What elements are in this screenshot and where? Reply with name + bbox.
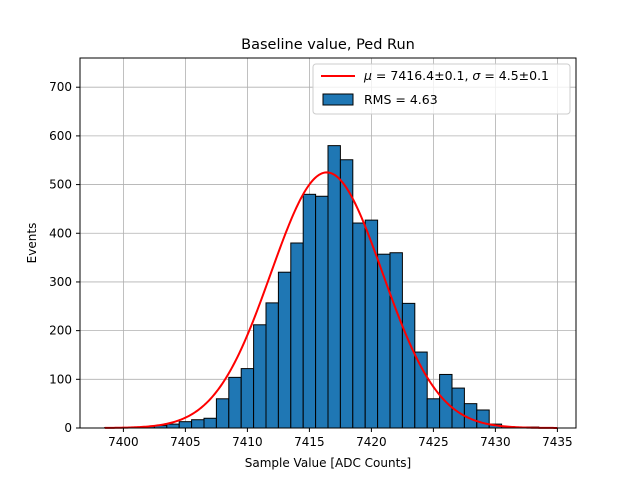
legend-mu-value: = 7416.4±0.1,: [372, 68, 472, 83]
y-tick-label: 500: [49, 178, 72, 192]
histogram-bar: [203, 417, 217, 429]
x-tick-label: 7400: [108, 435, 139, 449]
x-tick-label: 7420: [356, 435, 387, 449]
histogram-bar: [414, 351, 428, 429]
histogram-bar: [265, 302, 279, 429]
histogram-bar: [389, 252, 403, 429]
y-tick-label: 100: [49, 372, 72, 386]
histogram-bar: [191, 419, 205, 429]
histogram-bar: [253, 324, 267, 429]
histogram-bar: [290, 242, 304, 429]
histogram-bar: [178, 421, 193, 429]
histogram-bar: [277, 271, 292, 429]
histogram-bar: [352, 222, 366, 429]
legend: μ = 7416.4±0.1, σ = 4.5±0.1 RMS = 4.63: [312, 63, 571, 115]
y-tick-label: 400: [49, 226, 72, 240]
legend-sigma-value: = 4.5±0.1: [480, 68, 549, 83]
histogram-bar: [327, 145, 341, 429]
legend-fit-label: μ = 7416.4±0.1, σ = 4.5±0.1: [363, 68, 549, 83]
x-tick-label: 7415: [294, 435, 325, 449]
y-tick-label: 600: [49, 129, 72, 143]
axes-frame: [79, 57, 577, 429]
gaussian-fit-line: [104, 171, 558, 429]
histogram-bar: [476, 409, 490, 429]
histogram-bar: [240, 368, 255, 429]
y-axis-ticks: 0 100 200 300 400 500 600 700: [49, 80, 80, 435]
legend-box: [312, 63, 571, 115]
histogram-bar: [401, 302, 416, 429]
histogram-bar: [215, 398, 230, 429]
histogram-bar: [302, 193, 317, 429]
x-tick-label: 7430: [480, 435, 511, 449]
histogram-bar: [228, 376, 242, 429]
y-tick-label: 0: [64, 421, 72, 435]
histogram-bar: [315, 195, 329, 429]
histogram-bar: [166, 423, 180, 429]
x-tick-label: 7425: [418, 435, 449, 449]
y-tick-label: 700: [49, 80, 72, 94]
chart-title: Baseline value, Ped Run: [241, 37, 415, 53]
y-axis-label: Events: [25, 223, 39, 264]
y-tick-label: 300: [49, 275, 72, 289]
legend-hist-swatch: [322, 93, 354, 106]
histogram-bar: [377, 253, 391, 429]
histogram-bars: [104, 145, 552, 429]
x-axis-label: Sample Value [ADC Counts]: [245, 456, 411, 470]
x-axis-ticks: 7400 7405 7410 7415 7420 7425 7430 7435: [108, 428, 573, 449]
x-tick-label: 7410: [232, 435, 263, 449]
histogram-bar: [426, 398, 441, 429]
legend-mu-symbol: μ: [363, 68, 372, 83]
histogram-bar: [339, 159, 354, 429]
legend-sigma-symbol: σ: [472, 68, 481, 83]
x-tick-label: 7405: [170, 435, 201, 449]
legend-rms-label: RMS = 4.63: [364, 92, 438, 107]
x-tick-label: 7435: [542, 435, 573, 449]
y-tick-label: 200: [49, 324, 72, 338]
